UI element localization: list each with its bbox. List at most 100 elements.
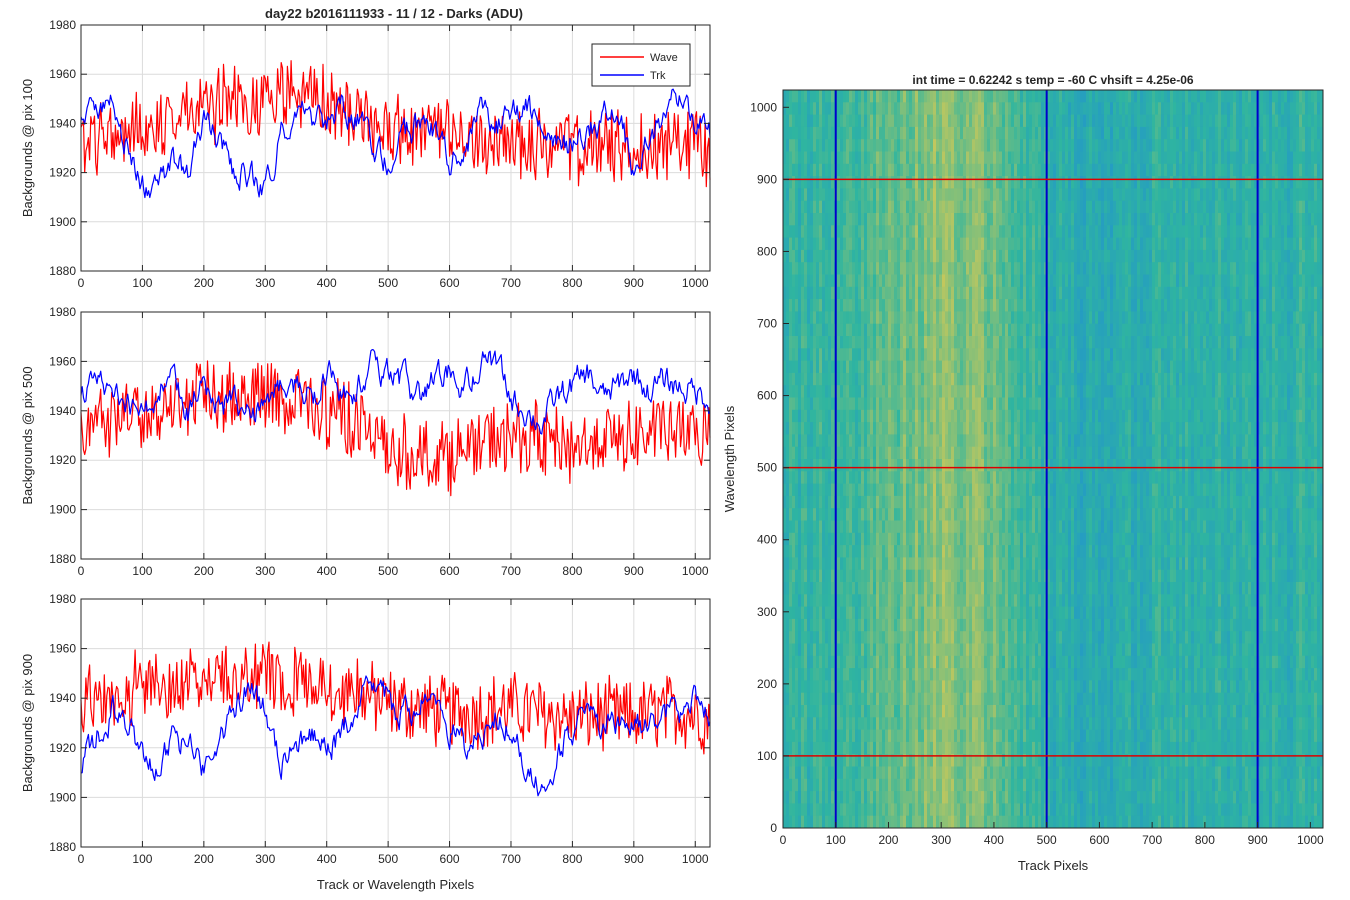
image-cell [831, 286, 835, 300]
image-cell [903, 803, 907, 817]
image-cell [894, 188, 898, 202]
image-cell [831, 397, 835, 411]
image-cell [852, 446, 856, 460]
image-cell [909, 274, 913, 288]
image-cell [963, 803, 967, 817]
image-cell [783, 90, 787, 103]
image-cell [792, 705, 796, 718]
image-cell [831, 766, 835, 780]
image-cell [987, 372, 991, 386]
image-cell [966, 766, 970, 780]
image-cell [987, 385, 991, 398]
image-cell [855, 471, 859, 484]
image-cell [939, 237, 943, 251]
image-cell [1014, 336, 1018, 349]
image-cell [897, 139, 901, 152]
image-cell [786, 766, 790, 780]
image-cell [906, 729, 910, 743]
image-cell [855, 741, 859, 755]
image-cell [801, 139, 805, 152]
image-cell [918, 668, 922, 681]
image-cell [921, 569, 925, 583]
image-cell [813, 778, 817, 792]
image-cell [948, 90, 952, 103]
image-cell [912, 397, 916, 411]
image-cell [1017, 717, 1021, 730]
image-cell [789, 594, 793, 607]
image-cell [888, 569, 892, 583]
image-cell [861, 163, 865, 177]
image-cell [966, 643, 970, 657]
image-cell [816, 815, 820, 829]
image-cell [939, 126, 943, 140]
image-cell [846, 692, 850, 706]
image-cell [963, 729, 967, 743]
image-cell [858, 705, 862, 718]
image-cell [831, 163, 835, 177]
image-cell [849, 483, 853, 497]
image-cell [963, 631, 967, 644]
image-cell [831, 323, 835, 337]
image-cell [972, 680, 976, 694]
x-tick-label: 200 [194, 852, 214, 866]
image-cell [1020, 360, 1024, 374]
image-cell [810, 336, 814, 349]
image-cell [939, 471, 943, 484]
image-cell [783, 729, 787, 743]
image-cell [948, 680, 952, 694]
image-cell [891, 471, 895, 484]
image-cell [933, 249, 937, 263]
image-cell [993, 815, 997, 829]
image-cell [876, 446, 880, 460]
image-cell [837, 311, 841, 325]
image-cell [891, 606, 895, 620]
image-cell [918, 471, 922, 484]
image-cell [807, 323, 811, 337]
image-cell [843, 483, 847, 497]
image-cell [1002, 532, 1006, 546]
image-cell [903, 680, 907, 694]
image-cell [861, 594, 865, 607]
image-cell [1014, 594, 1018, 607]
image-cell [984, 249, 988, 263]
image-cell [918, 631, 922, 644]
image-cell [1008, 348, 1012, 361]
image-cell [936, 545, 940, 558]
image-cell [972, 631, 976, 644]
image-cell [813, 520, 817, 534]
image-cell [969, 594, 973, 607]
image-cell [951, 286, 955, 300]
image-cell [903, 729, 907, 743]
image-cell [942, 717, 946, 730]
image-cell [1011, 336, 1015, 349]
image-cell [783, 668, 787, 681]
image-cell [921, 495, 925, 509]
image-cell [981, 680, 985, 694]
image-cell [867, 90, 871, 103]
image-cell [1002, 274, 1006, 288]
image-cell [975, 397, 979, 411]
image-cell [819, 151, 823, 165]
image-cell [942, 606, 946, 620]
image-cell [996, 225, 1000, 238]
image-cell [927, 323, 931, 337]
image-cell [957, 791, 961, 804]
image-cell [804, 545, 808, 558]
image-cell [996, 151, 1000, 165]
image-cell [981, 102, 985, 115]
image-cell [864, 372, 868, 386]
image-cell [912, 705, 916, 718]
image-cell [858, 372, 862, 386]
image-cell [903, 336, 907, 349]
image-cell [945, 643, 949, 657]
image-cell [987, 483, 991, 497]
image-cell [993, 188, 997, 202]
image-cell [828, 372, 832, 386]
image-cell [1008, 803, 1012, 817]
image-cell [993, 594, 997, 607]
image-cell [957, 655, 961, 669]
image-cell [783, 446, 787, 460]
image-cell [999, 643, 1003, 657]
image-cell [801, 299, 805, 312]
image-cell [954, 680, 958, 694]
